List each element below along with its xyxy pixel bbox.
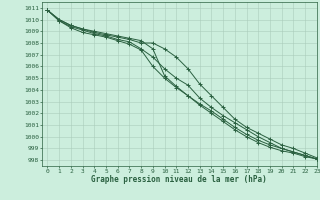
X-axis label: Graphe pression niveau de la mer (hPa): Graphe pression niveau de la mer (hPa) (91, 175, 267, 184)
